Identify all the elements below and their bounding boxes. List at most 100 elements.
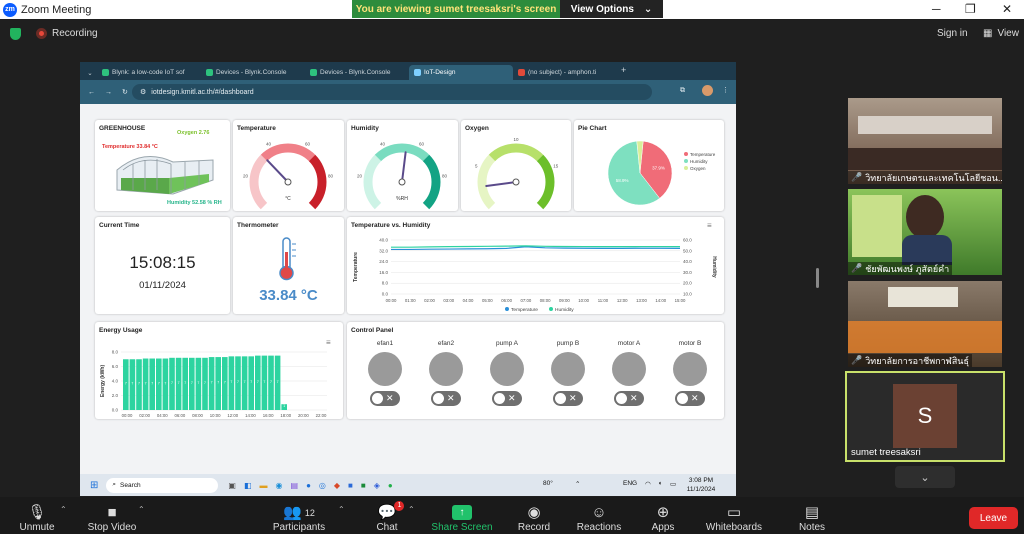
chrome-icon[interactable]: ◎ bbox=[318, 480, 326, 490]
panel-resize-handle[interactable] bbox=[816, 268, 819, 288]
back-icon[interactable]: ← bbox=[88, 88, 95, 96]
legend-label: Humidity bbox=[555, 307, 574, 313]
energy-bar bbox=[182, 357, 188, 410]
recording-indicator[interactable]: Recording bbox=[36, 28, 98, 39]
control-devices: efan1 ✕ efan2 ✕ pump A ✕ pump B ✕ motor … bbox=[365, 340, 710, 418]
notes-button[interactable]: ▤ Notes bbox=[794, 497, 830, 534]
participant-tile-active-speaker[interactable]: S sumet treesaksri bbox=[845, 371, 1005, 462]
taskbar-search[interactable]: ⌕ Search bbox=[106, 477, 219, 493]
sign-in-button[interactable]: Sign in bbox=[937, 28, 968, 39]
device-toggle[interactable]: ✕ bbox=[370, 391, 400, 406]
legend-marker bbox=[684, 152, 688, 156]
unmute-button[interactable]: 🎙 Unmute bbox=[14, 497, 60, 534]
chart-menu-icon[interactable]: ≡ bbox=[326, 338, 331, 347]
reload-icon[interactable]: ↻ bbox=[122, 89, 128, 96]
video-options-caret-icon[interactable]: ⌃ bbox=[138, 505, 145, 514]
legend-marker bbox=[549, 307, 553, 311]
chart-menu-icon[interactable]: ≡ bbox=[707, 221, 712, 230]
powerpoint-icon[interactable]: ◆ bbox=[333, 480, 341, 490]
browser-tab[interactable]: (no subject) - amphon.ti bbox=[513, 65, 617, 80]
x-icon: ✕ bbox=[691, 393, 699, 403]
device-toggle[interactable]: ✕ bbox=[675, 391, 705, 406]
participants-caret-icon[interactable]: ⌃ bbox=[338, 505, 345, 514]
excel-icon[interactable]: ■ bbox=[360, 480, 366, 490]
participants-button[interactable]: 👥 12 Participants bbox=[268, 497, 330, 534]
store-icon[interactable]: ▤ bbox=[290, 480, 299, 490]
volume-icon[interactable]: ◖ bbox=[658, 480, 662, 487]
profile-avatar[interactable] bbox=[702, 85, 713, 96]
pie-title: Pie Chart bbox=[578, 125, 607, 132]
energy-bar bbox=[129, 359, 136, 410]
device-toggle[interactable]: ✕ bbox=[492, 391, 522, 406]
reactions-button[interactable]: ☺ Reactions bbox=[574, 497, 624, 534]
leave-button[interactable]: Leave bbox=[969, 507, 1018, 529]
control-panel-card: Control Panel efan1 ✕ efan2 ✕ pump A ✕ p… bbox=[347, 322, 724, 419]
close-icon[interactable]: ✕ bbox=[1002, 2, 1013, 16]
clock-date: 01/11/2024 bbox=[139, 280, 186, 291]
gauge-tick-label: 80 bbox=[442, 173, 448, 178]
view-options-button[interactable]: View Options ⌄ bbox=[560, 0, 663, 18]
apps-button[interactable]: ⊕ Apps bbox=[646, 497, 680, 534]
energy-bar bbox=[274, 355, 281, 410]
browser-tab[interactable]: Devices - Blynk.Console bbox=[305, 65, 409, 80]
extensions-icon[interactable]: ⧉ bbox=[680, 87, 685, 94]
browser-tab[interactable]: Devices - Blynk.Console bbox=[201, 65, 305, 80]
tray-chevron-icon[interactable]: ⌃ bbox=[575, 481, 581, 488]
device-toggle[interactable]: ✕ bbox=[431, 391, 461, 406]
participant-tile[interactable]: 🎤 วิทยาลัยเกษตรและเทคโนโลยีชอน... bbox=[848, 98, 1002, 184]
widgets-icon[interactable]: ◧ bbox=[243, 480, 252, 490]
edge-icon[interactable]: ◉ bbox=[275, 480, 283, 490]
record-button[interactable]: ◉ Record bbox=[512, 497, 556, 534]
browser-tab-active[interactable]: IoT-Design bbox=[409, 65, 513, 80]
browser-tab[interactable]: Blynk: a low-code IoT sof bbox=[97, 65, 201, 80]
gauge-hub bbox=[398, 178, 406, 186]
new-tab-icon[interactable]: + bbox=[621, 65, 627, 75]
task-view-icon[interactable]: ▣ bbox=[228, 480, 236, 490]
device-toggle[interactable]: ✕ bbox=[614, 391, 644, 406]
windows-taskbar: ⊞ ⌕ Search ▣ ◧ ▬ ◉ ▤ ● ◎ ◆ ■ ■ ◈ ● 80° ⌃ … bbox=[80, 474, 736, 496]
minimize-icon[interactable]: ─ bbox=[932, 2, 941, 16]
participant-tile[interactable]: 🎤 ชัยพัฒนพงษ์ ภูสัตย์คำ bbox=[848, 189, 1002, 275]
gauge-tick-label: 40 bbox=[266, 142, 272, 147]
chat-caret-icon[interactable]: ⌃ bbox=[408, 505, 415, 514]
file-explorer-icon[interactable]: ▬ bbox=[259, 480, 268, 490]
device-status-indicator bbox=[673, 352, 707, 386]
line-app-icon[interactable]: ● bbox=[387, 480, 393, 490]
taskbar-clock[interactable]: 3:08 PM 11/1/2024 bbox=[686, 476, 716, 494]
oxygen-title: Oxygen bbox=[465, 125, 489, 132]
device-toggle[interactable]: ✕ bbox=[553, 391, 583, 406]
bar-value-label: 7 bbox=[217, 381, 219, 385]
audio-options-caret-icon[interactable]: ⌃ bbox=[60, 505, 67, 514]
gauge-band bbox=[374, 143, 430, 162]
whiteboards-button[interactable]: ▭ Whiteboards bbox=[702, 497, 766, 534]
bar-value-label: 7 bbox=[263, 380, 265, 384]
chat-button[interactable]: 💬 1 Chat bbox=[370, 497, 405, 534]
windows-start-icon[interactable]: ⊞ bbox=[90, 479, 99, 491]
url-field[interactable]: ⚙ iotdesign.kmitl.ac.th/#/dashboard bbox=[132, 84, 652, 100]
blynk-favicon-icon bbox=[102, 69, 109, 76]
view-button[interactable]: ▦ View bbox=[983, 28, 1019, 39]
security-shield[interactable] bbox=[10, 28, 21, 40]
forward-icon[interactable]: → bbox=[105, 88, 112, 96]
y-axis-title-right: Humidity bbox=[711, 256, 717, 278]
stop-video-button[interactable]: ■ Stop Video bbox=[84, 497, 140, 534]
device-label: pump A bbox=[495, 340, 519, 347]
menu-dots-icon[interactable]: ⋮ bbox=[722, 87, 729, 94]
app-icon[interactable]: ◈ bbox=[373, 480, 380, 490]
x-tick-label: 07:00 bbox=[520, 298, 531, 303]
energy-bar bbox=[241, 356, 248, 410]
word-icon[interactable]: ■ bbox=[348, 480, 353, 490]
bar-value-label: 7 bbox=[131, 382, 133, 386]
language-indicator[interactable]: ENG bbox=[623, 480, 638, 487]
gauge-tick-label: 40 bbox=[380, 142, 386, 147]
zoom-app-icon[interactable]: ● bbox=[306, 480, 311, 490]
wifi-icon[interactable]: ◠ bbox=[645, 481, 651, 488]
gallery-scroll-down[interactable]: ⌄ bbox=[895, 466, 955, 488]
restore-icon[interactable]: ❐ bbox=[965, 2, 976, 16]
participant-name: sumet treesaksri bbox=[851, 447, 921, 458]
share-screen-button[interactable]: ↑ Share Screen bbox=[430, 497, 494, 534]
participant-tile[interactable]: 🎤 วิทยาลัยการอาชีพกาฬสินธุ์ bbox=[848, 281, 1002, 367]
battery-icon[interactable]: ▭ bbox=[670, 481, 677, 488]
tab-list-icon[interactable]: ⌄ bbox=[87, 69, 93, 77]
bar-value-label: 7 bbox=[184, 381, 186, 385]
